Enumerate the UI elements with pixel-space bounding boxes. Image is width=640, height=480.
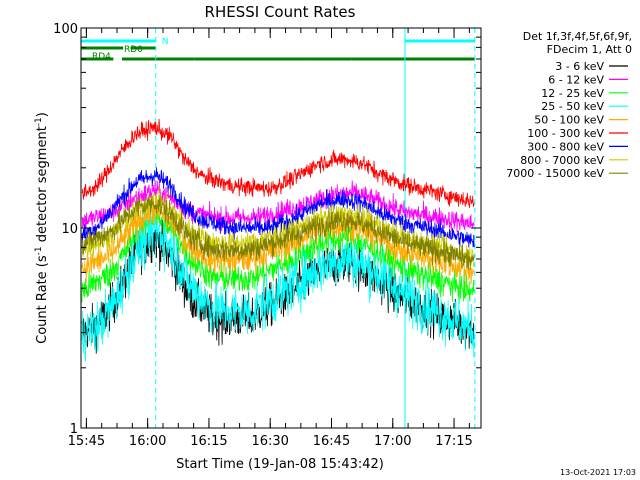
legend-label-7: 800 - 7000 keV [520,154,604,167]
y-tick-label-0: 1 [70,422,78,437]
attenuator-flag-bars: N RD0 RD4 [81,37,475,62]
series-line-5 [81,118,475,208]
legend-label-4: 50 - 100 keV [534,114,604,127]
x-axis-label: Start Time (19-Jan-08 15:43:42) [176,457,384,472]
x-tick-label-4: 16:45 [313,434,350,449]
chart-title: RHESSI Count Rates [205,3,356,21]
series-line-8 [81,194,475,270]
y-tick-label-2: 100 [53,22,78,37]
x-tick-label-3: 16:30 [251,434,288,449]
x-tick-label-5: 17:00 [374,434,411,449]
series-line-1 [81,178,475,233]
x-tick-label-1: 16:00 [129,434,166,449]
y-axis-label-superscript: -1 [34,246,44,255]
legend: Det 1f,3f,4f,5f,6f,9f,FDecim 1, Att 0 3 -… [506,30,632,180]
flag-label-0: N [162,37,169,47]
x-tick-label-0: 15:45 [68,434,105,449]
axes-group: 1 10 100 15:45 16:00 16:15 16:30 16:45 17:00 17:1… [53,22,481,449]
legend-label-8: 7000 - 15000 keV [506,167,604,180]
legend-label-6: 300 - 800 keV [527,140,604,153]
flag-label-1: RD0 [124,45,143,55]
legend-label-2: 12 - 25 keV [541,87,604,100]
y-axis-label-end: ) [35,112,50,117]
legend-label-0: 3 - 6 keV [555,60,604,73]
plot-series-group [81,118,475,362]
footer-date: 13-Oct-2021 17:03 [560,468,636,477]
x-tick-label-6: 17:15 [435,434,472,449]
series-line-6 [81,167,475,248]
x-tick-label-2: 16:15 [190,434,227,449]
legend-label-3: 25 - 50 keV [541,100,604,113]
y-tick-label-1: 10 [61,222,78,237]
y-axis-label: Count Rate (s-1 detector segment-1) [34,112,50,344]
legend-label-5: 100 - 300 keV [527,127,604,140]
flag-label-2: RD4 [92,52,111,62]
y-axis-label-superscript-2: -1 [34,117,44,126]
y-axis-label-main: Count Rate (s [35,255,50,344]
legend-header-0: Det 1f,3f,4f,5f,6f,9f, [523,30,632,43]
y-axis-label-tail: detector segment [35,126,50,246]
legend-header-1: FDecim 1, Att 0 [547,43,632,56]
legend-label-1: 6 - 12 keV [548,73,604,86]
